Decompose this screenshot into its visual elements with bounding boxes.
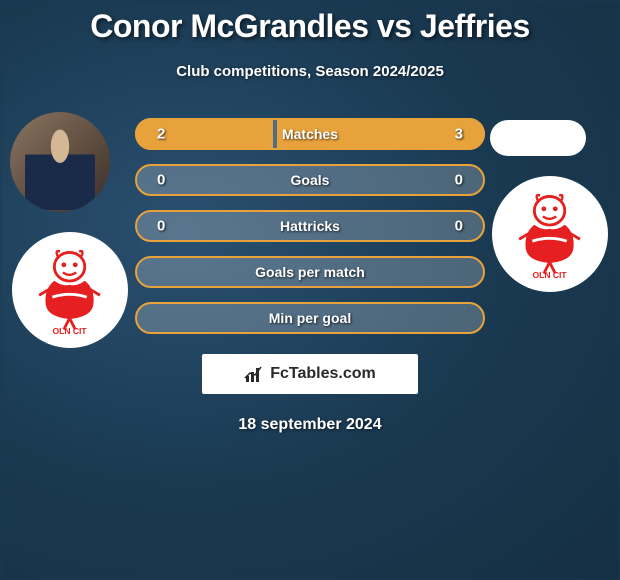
bar-chart-icon bbox=[244, 364, 264, 384]
stats-area: OLN CIT OLN CIT 2 Matches 3 0 Goals 0 0 Hattric… bbox=[0, 118, 620, 434]
stat-row: 2 Matches 3 bbox=[135, 118, 485, 150]
content-wrapper: Conor McGrandles vs Jeffries Club compet… bbox=[0, 0, 620, 434]
stat-value-right: 3 bbox=[455, 126, 463, 143]
stat-row: Goals per match bbox=[135, 256, 485, 288]
stat-label: Hattricks bbox=[280, 218, 340, 234]
stat-value-left: 0 bbox=[157, 218, 165, 235]
player-silhouette-icon bbox=[25, 125, 95, 210]
stat-value-right: 0 bbox=[455, 172, 463, 189]
stat-value-right: 0 bbox=[455, 218, 463, 235]
stat-row: Min per goal bbox=[135, 302, 485, 334]
player-left-avatar bbox=[10, 112, 110, 212]
branding-text: FcTables.com bbox=[270, 365, 376, 383]
subtitle: Club competitions, Season 2024/2025 bbox=[0, 63, 620, 80]
stat-row: 0 Goals 0 bbox=[135, 164, 485, 196]
branding-box[interactable]: FcTables.com bbox=[202, 354, 418, 394]
date-line: 18 september 2024 bbox=[0, 416, 620, 434]
player-right-avatar bbox=[490, 120, 586, 156]
imp-crest-icon: OLN CIT bbox=[502, 186, 597, 281]
stat-row: 0 Hattricks 0 bbox=[135, 210, 485, 242]
stat-fill-left bbox=[135, 118, 273, 150]
stat-label: Matches bbox=[282, 126, 338, 142]
page-title: Conor McGrandles vs Jeffries bbox=[0, 8, 620, 45]
svg-text:OLN CIT: OLN CIT bbox=[53, 327, 88, 337]
svg-text:OLN CIT: OLN CIT bbox=[533, 271, 568, 281]
stat-label: Goals per match bbox=[255, 264, 365, 280]
stat-value-left: 2 bbox=[157, 126, 165, 143]
imp-crest-icon: OLN CIT bbox=[22, 242, 117, 337]
club-badge-right: OLN CIT bbox=[492, 176, 608, 292]
player-left-photo bbox=[10, 112, 110, 212]
club-badge-left: OLN CIT bbox=[12, 232, 128, 348]
stat-label: Min per goal bbox=[269, 310, 351, 326]
stat-value-left: 0 bbox=[157, 172, 165, 189]
stat-rows-container: 2 Matches 3 0 Goals 0 0 Hattricks 0 Goals per mat… bbox=[135, 118, 485, 334]
stat-label: Goals bbox=[291, 172, 330, 188]
